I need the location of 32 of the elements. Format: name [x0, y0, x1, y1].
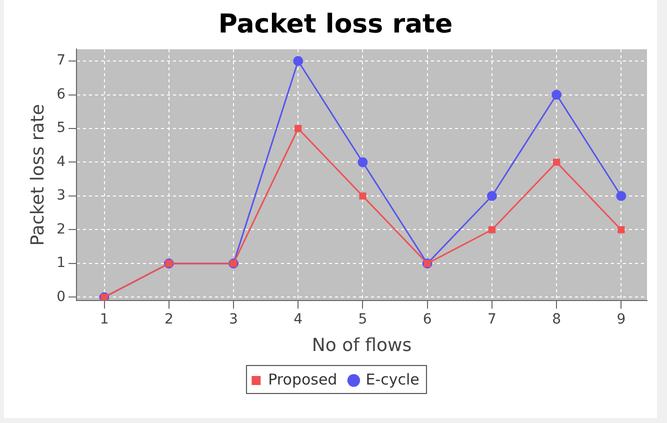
x-tick-label: 9: [616, 312, 626, 328]
point: [294, 124, 302, 132]
legend-label: Proposed: [268, 370, 338, 388]
point: [618, 226, 625, 234]
x-tick-label: 6: [422, 312, 432, 328]
y-tick-label: 6: [56, 86, 66, 102]
point: [616, 190, 626, 201]
y-tick-label: 2: [56, 221, 66, 238]
point: [358, 157, 368, 168]
chart-title: Packet loss rate: [218, 9, 453, 40]
y-tick-label: 5: [56, 120, 66, 136]
y-tick-label: 4: [56, 154, 66, 170]
point: [486, 190, 497, 201]
y-tick-label: 0: [56, 288, 66, 305]
x-tick-label: 4: [294, 312, 303, 328]
legend-label: E-cycle: [366, 370, 420, 388]
point: [552, 90, 562, 100]
x-tick-label: 7: [487, 312, 496, 328]
y-tick-label: 7: [56, 52, 66, 69]
y-tick-label: 1: [56, 255, 66, 272]
point: [293, 56, 304, 66]
point: [359, 192, 366, 200]
x-tick-label: 2: [164, 312, 174, 328]
y-axis-title: Packet loss rate: [27, 104, 48, 246]
x-tick-label: 8: [552, 312, 562, 328]
x-tick-label: 5: [358, 312, 368, 328]
point: [488, 226, 496, 234]
x-tick-label: 1: [100, 312, 109, 328]
point: [553, 158, 560, 166]
x-axis-title: No of flows: [312, 334, 412, 356]
x-tick-label: 3: [229, 312, 238, 328]
y-tick-label: 3: [56, 188, 66, 204]
